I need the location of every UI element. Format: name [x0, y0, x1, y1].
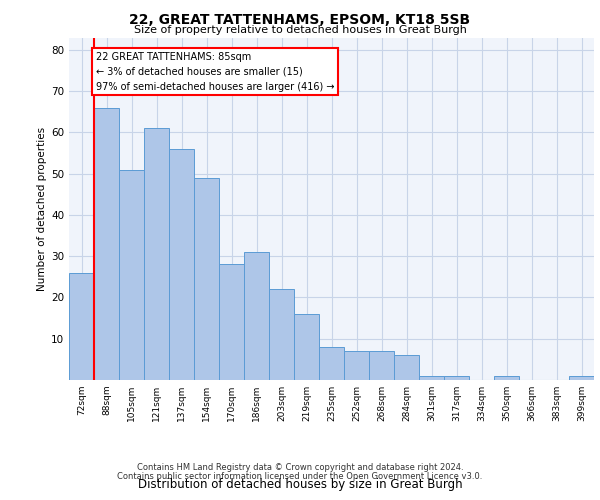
Bar [119, 170, 144, 380]
Bar [194, 178, 219, 380]
Bar [219, 264, 244, 380]
Bar [369, 351, 394, 380]
Bar [94, 108, 119, 380]
Text: Distribution of detached houses by size in Great Burgh: Distribution of detached houses by size … [137, 478, 463, 491]
Bar [569, 376, 594, 380]
Bar [69, 272, 94, 380]
Bar [294, 314, 319, 380]
Text: 22, GREAT TATTENHAMS, EPSOM, KT18 5SB: 22, GREAT TATTENHAMS, EPSOM, KT18 5SB [130, 12, 470, 26]
Bar [169, 149, 194, 380]
Bar [419, 376, 444, 380]
Bar [394, 355, 419, 380]
Bar [444, 376, 469, 380]
Text: Contains public sector information licensed under the Open Government Licence v3: Contains public sector information licen… [118, 472, 482, 481]
Text: Contains HM Land Registry data © Crown copyright and database right 2024.: Contains HM Land Registry data © Crown c… [137, 464, 463, 472]
Text: Size of property relative to detached houses in Great Burgh: Size of property relative to detached ho… [134, 25, 466, 35]
Bar [269, 289, 294, 380]
Bar [244, 252, 269, 380]
Bar [344, 351, 369, 380]
Bar [144, 128, 169, 380]
Text: 22 GREAT TATTENHAMS: 85sqm
← 3% of detached houses are smaller (15)
97% of semi-: 22 GREAT TATTENHAMS: 85sqm ← 3% of detac… [96, 52, 335, 92]
Y-axis label: Number of detached properties: Number of detached properties [37, 126, 47, 291]
Bar [319, 347, 344, 380]
Bar [494, 376, 519, 380]
